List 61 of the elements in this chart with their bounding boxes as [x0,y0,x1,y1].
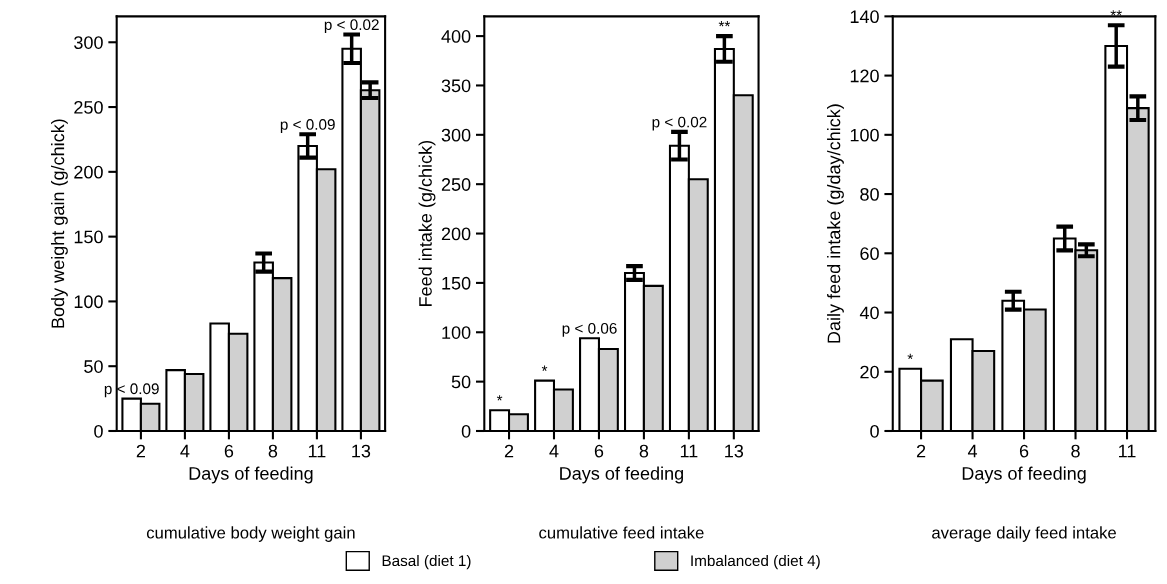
x-tick-label: 8 [1071,444,1080,458]
annotation: ** [1110,10,1122,16]
annotation: * [907,353,913,360]
text: cumulative feed intake [539,526,704,539]
y-tick-label: 200 [74,165,103,179]
y-tick-label: 300 [441,128,471,142]
x-tick-label: 4 [967,444,978,458]
x-tick-label: 6 [224,444,234,458]
y-tick-label: 60 [860,247,879,261]
x-tick-label: 13 [725,444,744,458]
x-tick-label: 4 [549,444,559,458]
y-tick-label: 150 [442,276,471,290]
y-tick-label: 40 [859,306,879,320]
annotation: p < 0.06 [562,322,617,337]
y-axis-title: Feed intake (g/chick) [418,140,436,306]
x-axis-title: Days of feeding [189,466,313,484]
x-tick-label: 11 [1119,444,1136,458]
y-tick-label: 100 [74,295,103,309]
y-tick-label: 100 [850,128,879,142]
x-tick-label: 2 [136,444,146,458]
y-tick-label: 0 [870,424,879,438]
annotation: * [541,365,548,371]
annotation: ** [718,21,731,27]
y-tick-label: 50 [451,375,471,389]
y-tick-label: 50 [84,360,103,373]
y-tick-label: 0 [94,424,103,438]
y-tick-label: 120 [850,69,879,83]
y-tick-label: 250 [441,178,471,191]
annotation: p < 0.02 [324,19,379,34]
x-tick-label: 11 [680,444,698,458]
x-tick-label: 2 [504,444,514,458]
y-tick-label: 250 [74,100,103,114]
legend-label: Imbalanced (diet 4) [691,554,820,570]
y-tick-label: 100 [442,326,471,339]
y-tick-label: 300 [74,36,103,49]
text: cumulative body weight gain [146,526,355,542]
y-axis-title: Daily feed intake (g/day/chick) [827,104,844,343]
x-axis-title: Days of feeding [962,466,1086,484]
x-tick-label: 2 [916,444,926,458]
y-tick-label: 0 [461,424,471,438]
x-tick-label: 6 [1019,444,1029,458]
y-tick-label: 150 [74,230,103,244]
text: average daily feed intake [932,526,1116,542]
annotation: * [496,395,503,401]
y-tick-label: 400 [441,30,471,43]
y-tick-label: 20 [860,365,879,379]
x-tick-label: 13 [352,444,371,458]
x-tick-label: 8 [639,444,649,458]
x-tick-label: 11 [308,444,326,458]
y-tick-label: 200 [441,227,471,241]
annotation: p < 0.09 [280,119,335,133]
x-tick-label: 8 [268,444,278,458]
annotation: p < 0.02 [652,116,707,131]
y-axis-title: Body weight gain (g/chick) [51,119,68,328]
y-tick-label: 350 [441,79,471,93]
legend-label: Basal (diet 1) [382,554,471,570]
x-tick-label: 6 [594,444,604,458]
y-tick-label: 140 [850,10,879,24]
x-axis-title: Days of feeding [560,466,683,484]
x-tick-label: 4 [180,444,190,458]
y-tick-label: 80 [860,187,879,201]
